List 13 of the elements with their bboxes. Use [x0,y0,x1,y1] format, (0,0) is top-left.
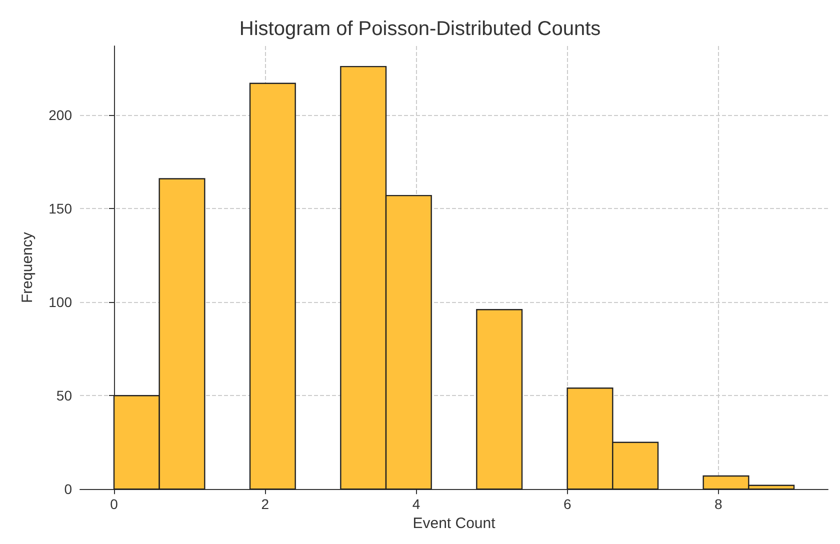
x-tick-label: 2 [261,496,270,512]
x-tick-label: 0 [110,496,118,512]
y-tick-label: 150 [48,200,72,217]
y-tick-label: 200 [48,107,72,124]
y-tick-label: 100 [48,294,72,310]
y-tick-label: 50 [56,388,72,404]
y-axis-title: Frequency [19,232,36,303]
x-tick-label: 4 [412,496,420,512]
x-axis-title: Event Count [412,515,496,532]
chart-title: Histogram of Poisson-Distributed Counts [239,18,601,40]
y-tick-label: 0 [64,481,72,498]
x-tick-label: 8 [714,496,723,512]
x-tick-label: 6 [563,496,572,512]
